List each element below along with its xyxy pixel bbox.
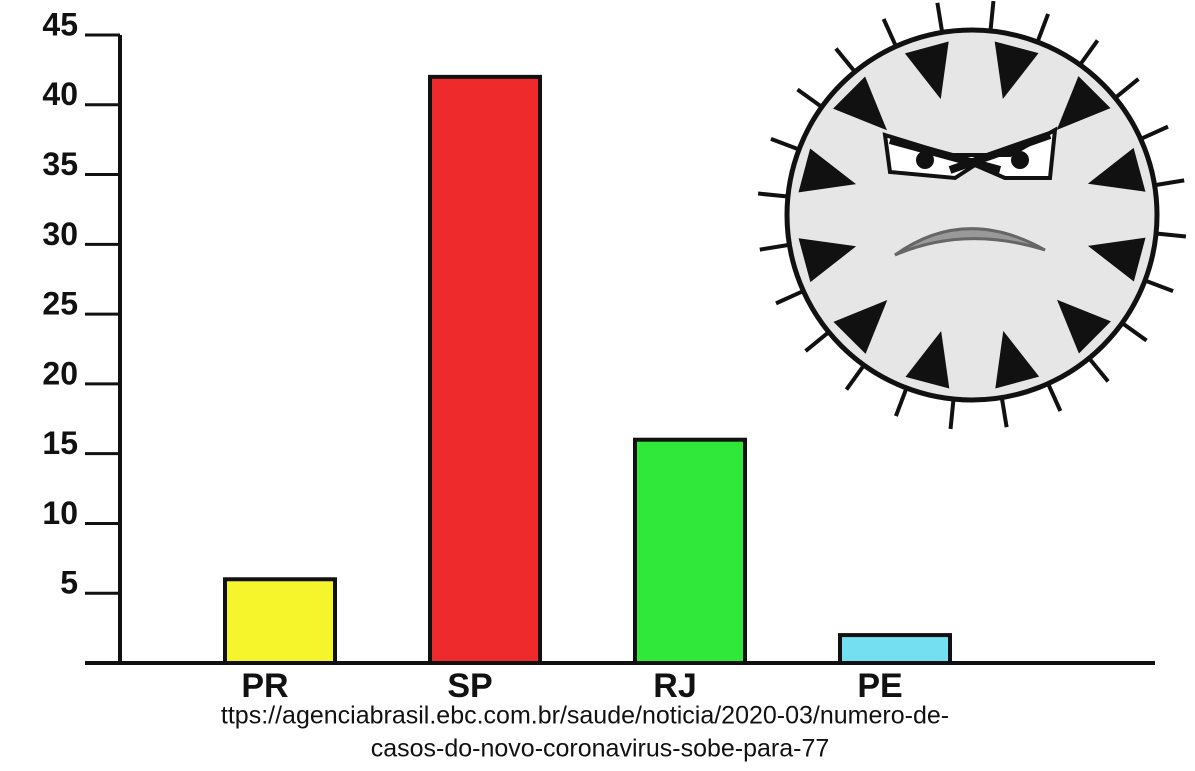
y-tick-label: 20	[42, 355, 78, 391]
virus-triangle	[1087, 237, 1146, 282]
virus-triangle	[995, 330, 1040, 389]
virus-triangle	[1087, 147, 1146, 192]
bar	[633, 437, 747, 666]
y-tick-label: 10	[42, 495, 78, 531]
source-text: casos-do-novo-coronavirus-sobe-para-77	[371, 735, 830, 763]
virus-triangle	[833, 76, 887, 131]
virus-pupil	[916, 151, 934, 169]
virus-triangle	[798, 148, 857, 193]
virus-body	[784, 27, 1160, 403]
bar	[838, 633, 952, 665]
x-tick-label: RJ	[653, 667, 696, 705]
y-tick-label: 15	[42, 425, 78, 461]
y-tick-label: 35	[42, 146, 78, 182]
virus-brow	[888, 136, 1002, 174]
virus-triangle	[904, 41, 949, 100]
virus-triangle	[994, 41, 1039, 100]
source-text: ttps://agenciabrasil.ebc.com.br/saude/no…	[221, 702, 949, 730]
virus-pupil	[1011, 151, 1029, 169]
virus-brow	[948, 131, 1052, 174]
virus-triangle	[833, 300, 888, 354]
y-tick-label: 40	[42, 76, 78, 112]
virus-triangle	[1056, 76, 1111, 130]
x-tick-label: SP	[447, 667, 492, 705]
virus-triangle	[798, 238, 857, 283]
bar	[223, 577, 337, 665]
virus-triangle	[905, 330, 950, 389]
bar	[428, 74, 542, 666]
virus-mouth	[894, 227, 1046, 257]
x-tick-label: PR	[241, 667, 288, 705]
y-tick-label: 5	[60, 565, 78, 601]
virus-illustration	[757, 0, 1187, 430]
x-tick-label: PE	[857, 667, 902, 705]
y-tick-label: 30	[42, 216, 78, 252]
virus-triangle	[1057, 299, 1111, 354]
y-tick-label: 45	[42, 6, 78, 42]
y-tick-label: 25	[42, 286, 78, 322]
